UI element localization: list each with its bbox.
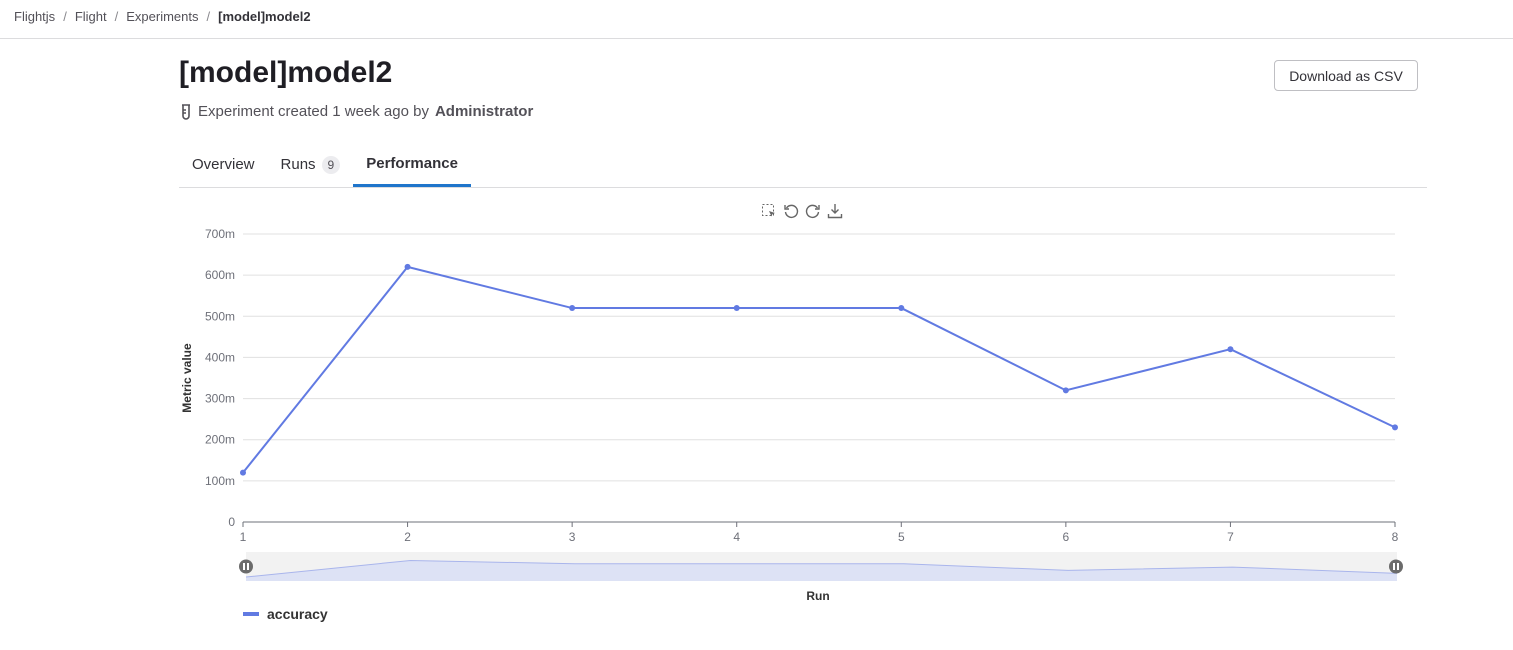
legend-swatch <box>243 612 259 616</box>
data-zoom-handle[interactable] <box>239 559 253 574</box>
breadcrumb-current[interactable]: [model]model2 <box>218 9 311 24</box>
breadcrumb: Flightjs / Flight / Experiments / [model]mo… <box>14 9 311 24</box>
y-tick-label: 600m <box>205 268 235 282</box>
x-axis-label: Run <box>806 589 829 603</box>
experiment-meta: Experiment created 1 week ago by Adminis… <box>180 103 533 120</box>
data-zoom-line <box>245 559 1398 578</box>
data-point <box>1062 387 1069 394</box>
y-tick-label: 400m <box>205 350 235 364</box>
series-line <box>242 265 1396 474</box>
divider <box>0 38 1513 39</box>
y-tick-label: 500m <box>205 309 235 323</box>
data-point <box>1227 346 1234 353</box>
tab-label: Performance <box>366 155 458 172</box>
breadcrumb-item[interactable]: Experiments <box>126 9 199 24</box>
y-tick-label: 700m <box>205 227 235 241</box>
test-tube-icon <box>182 103 190 120</box>
author-link[interactable]: Administrator <box>434 103 534 120</box>
handle-grip <box>247 563 249 570</box>
data-point <box>733 305 740 312</box>
tabs: Overview Runs 9 Performance <box>179 143 1427 188</box>
meta-text: Experiment created 1 week ago by <box>198 103 429 120</box>
tab-performance[interactable]: Performance <box>353 143 471 187</box>
data-point <box>1392 424 1398 431</box>
data-point <box>240 469 246 476</box>
y-tick-label: 0 <box>228 515 235 529</box>
handle-grip <box>243 563 245 570</box>
breadcrumb-item[interactable]: Flightjs <box>14 9 56 24</box>
tab-runs[interactable]: Runs 9 <box>268 143 354 186</box>
x-tick-label: 4 <box>733 530 740 544</box>
y-tick-label: 200m <box>205 433 235 447</box>
y-tick-label: 300m <box>205 392 235 406</box>
tab-label: Runs <box>280 156 316 173</box>
x-tick-label: 1 <box>240 530 247 544</box>
handle-grip <box>1393 563 1395 570</box>
page-title: [model]model2 <box>179 56 393 89</box>
x-tick-label: 5 <box>898 530 905 544</box>
data-point <box>404 263 411 270</box>
box-select-icon[interactable] <box>761 203 777 219</box>
data-point <box>898 305 905 312</box>
x-tick-label: 2 <box>404 530 411 544</box>
undo-icon[interactable] <box>783 203 799 219</box>
x-tick-label: 6 <box>1063 530 1070 544</box>
chart-toolbar <box>761 203 843 219</box>
handle-grip <box>1397 563 1399 570</box>
redo-icon[interactable] <box>805 203 821 219</box>
runs-count-badge: 9 <box>321 155 341 174</box>
data-point <box>569 305 576 312</box>
download-csv-button[interactable]: Download as CSV <box>1274 60 1418 91</box>
download-icon[interactable] <box>827 203 843 219</box>
y-axis-label: Metric value <box>180 343 194 413</box>
y-tick-label: 100m <box>205 474 235 488</box>
x-tick-label: 8 <box>1392 530 1399 544</box>
x-tick-label: 7 <box>1227 530 1234 544</box>
performance-chart: 0 100m 200m 300m 400m 500m 600m 700m 1 2 3 4 5 6 7 8 Met… <box>180 227 1403 622</box>
tab-overview[interactable]: Overview <box>179 143 268 186</box>
tab-label: Overview <box>192 156 255 173</box>
x-tick-label: 3 <box>569 530 576 544</box>
data-zoom-area <box>246 560 1397 581</box>
legend-item-accuracy[interactable]: accuracy <box>267 606 328 622</box>
data-zoom-handle[interactable] <box>1389 559 1403 574</box>
breadcrumb-item[interactable]: Flight <box>74 9 107 24</box>
